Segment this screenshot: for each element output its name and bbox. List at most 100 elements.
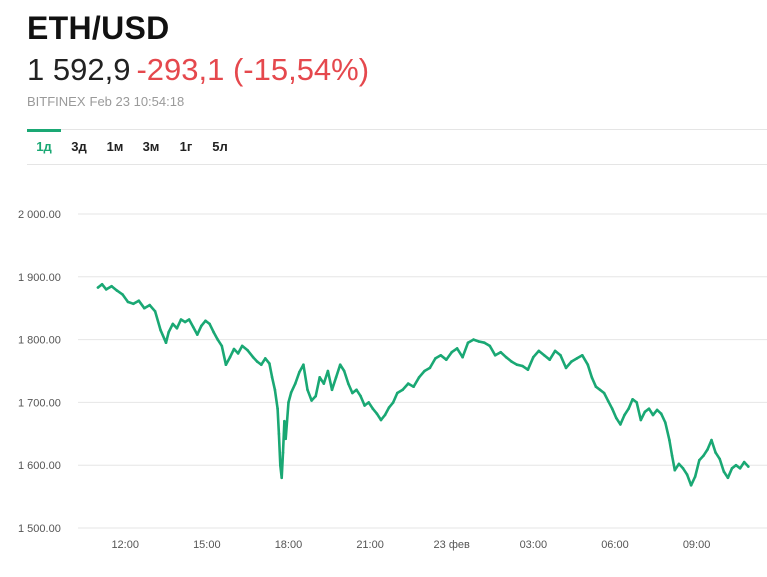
price-point <box>251 355 255 359</box>
price-point <box>387 406 391 409</box>
price-point <box>714 451 717 454</box>
price-point <box>302 363 305 366</box>
price-point <box>643 410 647 414</box>
price-point <box>693 475 697 478</box>
price-point <box>477 340 481 343</box>
price-point <box>466 341 470 344</box>
price-point <box>594 385 598 388</box>
price-point <box>279 463 282 467</box>
price-point <box>175 327 179 330</box>
price-point <box>183 320 187 324</box>
price-point <box>673 468 677 472</box>
price-point <box>564 366 568 370</box>
price-point <box>280 476 284 480</box>
quote-timestamp: Feb 23 10:54:18 <box>89 94 185 109</box>
price-point <box>363 404 366 407</box>
x-tick-label: 23 фев <box>434 539 470 551</box>
price-chart: 2 000.00 1 900.00 1 800.00 1 700.00 1 600.00… <box>18 209 767 551</box>
price-point <box>126 300 130 304</box>
price-point <box>270 376 274 379</box>
x-tick-label: 03:00 <box>520 539 548 551</box>
price-point <box>255 360 259 363</box>
price-point <box>276 407 279 410</box>
price-point <box>153 310 157 313</box>
price-point <box>318 376 322 379</box>
tab-1m[interactable]: 1м <box>106 139 124 154</box>
tab-1d[interactable]: 1д <box>27 129 61 163</box>
price-point <box>240 344 244 348</box>
price-point <box>96 286 100 289</box>
price-point <box>472 338 475 341</box>
price-point <box>171 322 175 326</box>
price-point <box>450 350 454 354</box>
price-point <box>277 432 281 436</box>
price-point <box>115 289 119 292</box>
y-tick-label: 1 800.00 <box>18 335 61 347</box>
price-point <box>664 421 667 424</box>
price-point <box>326 369 330 373</box>
price-point <box>232 347 236 351</box>
tab-3d[interactable]: 3д <box>71 139 87 154</box>
y-tick-label: 1 700.00 <box>18 397 61 409</box>
price-point <box>367 401 371 404</box>
price-point <box>526 368 530 371</box>
price-point <box>283 419 286 423</box>
price-point <box>396 391 399 395</box>
price-point <box>439 354 443 357</box>
price-point <box>351 391 354 395</box>
price-point <box>220 344 224 348</box>
y-tick-label: 2 000.00 <box>18 209 61 221</box>
price-point <box>623 413 626 417</box>
price-point <box>668 438 671 442</box>
price-point <box>204 319 207 323</box>
price-point <box>610 407 614 410</box>
price-point <box>590 376 594 379</box>
price-point <box>677 462 681 466</box>
price-point <box>417 376 421 379</box>
price-point <box>722 470 726 473</box>
price-point <box>334 376 338 379</box>
tab-5y[interactable]: 5л <box>212 139 228 154</box>
tab-3m[interactable]: 3м <box>142 139 160 154</box>
price-point <box>553 349 557 353</box>
price-point <box>423 369 426 373</box>
price-point <box>164 341 168 344</box>
price-point <box>647 407 651 410</box>
price-point <box>488 344 492 348</box>
price-point <box>342 369 346 373</box>
price-point <box>359 394 362 398</box>
price-point <box>268 362 271 365</box>
price-point <box>742 460 746 464</box>
period-tabs: 1д 3д 1м 3м 1г 5л <box>27 129 767 165</box>
price-point <box>606 399 610 403</box>
ticker-symbol: ETH/USD <box>27 10 170 46</box>
price-point <box>322 382 326 385</box>
price-point <box>504 355 508 359</box>
price-point <box>121 293 124 296</box>
price-point <box>391 401 395 404</box>
price-point <box>314 394 318 398</box>
price-point <box>298 371 301 374</box>
price-point <box>355 388 358 392</box>
price-point <box>685 473 689 476</box>
exchange-name: BITFINEX <box>27 94 86 109</box>
x-tick-label: 06:00 <box>601 539 629 551</box>
price-point <box>537 349 541 353</box>
price-point <box>730 467 734 470</box>
quote-line: 1 592,9 -293,1 (-15,54%) <box>27 52 369 88</box>
price-point <box>483 341 486 344</box>
price-point <box>698 458 701 462</box>
price-point <box>383 413 387 417</box>
price-point <box>461 355 464 359</box>
price-point <box>246 349 249 352</box>
price-point <box>747 465 750 468</box>
price-point <box>428 366 432 370</box>
price-point <box>710 438 713 442</box>
price-series-line <box>96 283 750 487</box>
price-point <box>289 391 293 394</box>
tab-1y[interactable]: 1г <box>179 139 193 154</box>
price-point <box>718 457 721 461</box>
y-tick-label: 1 500.00 <box>18 523 61 535</box>
price-point <box>670 454 674 458</box>
price-point <box>651 413 655 417</box>
